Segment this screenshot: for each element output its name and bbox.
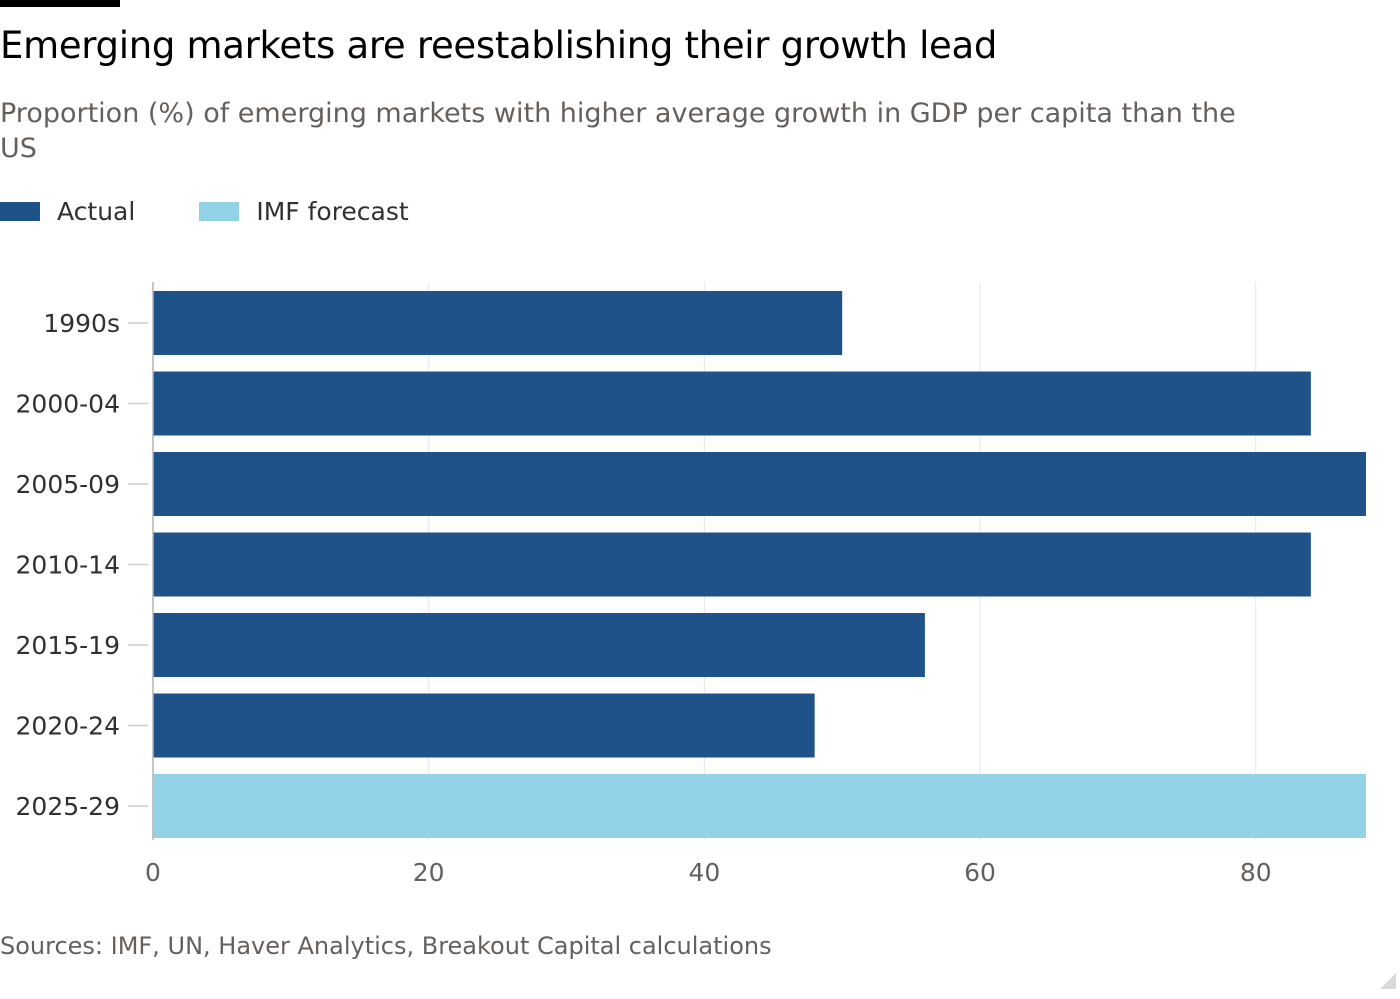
y-label-2020-24: 2020-24 xyxy=(16,712,120,741)
resize-corner-icon xyxy=(1380,973,1396,989)
legend-label-forecast: IMF forecast xyxy=(256,196,409,226)
legend-label-actual: Actual xyxy=(57,196,136,226)
x-tick-label-0: 0 xyxy=(145,858,161,887)
y-label-2010-14: 2010-14 xyxy=(16,551,120,580)
y-label-2025-29: 2025-29 xyxy=(16,792,120,821)
bar-actual-2005-09 xyxy=(153,452,1366,516)
legend-swatch-forecast xyxy=(199,201,240,221)
x-tick-label-80: 80 xyxy=(1240,858,1272,887)
bar-chart: 1990s 2000-04 2005-09 2010-14 2015-19 2020-24… xyxy=(16,282,1366,887)
legend-swatch-actual xyxy=(0,201,40,221)
bar-actual-2000-04 xyxy=(153,371,1311,436)
source-note: Sources: IMF, UN, Haver Analytics, Break… xyxy=(0,932,772,960)
y-label-2015-19: 2015-19 xyxy=(16,631,120,660)
x-tick-label-20: 20 xyxy=(413,858,445,887)
y-label-2005-09: 2005-09 xyxy=(16,470,120,499)
bar-actual-2015-19 xyxy=(153,613,925,677)
legend: Actual IMF forecast xyxy=(0,194,473,228)
x-tick-label-40: 40 xyxy=(688,858,720,887)
chart-subtitle: Proportion (%) of emerging markets with … xyxy=(0,98,1236,164)
bar-actual-2010-14 xyxy=(153,532,1311,597)
x-tick-label-60: 60 xyxy=(964,858,996,887)
brand-bar xyxy=(0,0,120,7)
bar-actual-1990s xyxy=(153,291,843,355)
bar-forecast-2025-29 xyxy=(153,774,1366,838)
bar-actual-2020-24 xyxy=(153,693,815,758)
legend-item-actual: Actual xyxy=(0,197,135,226)
y-label-2000-04: 2000-04 xyxy=(16,390,120,419)
legend-item-forecast: IMF forecast xyxy=(199,196,409,226)
y-label-1990s: 1990s xyxy=(43,309,120,338)
chart-title: Emerging markets are reestablishing thei… xyxy=(0,24,998,67)
